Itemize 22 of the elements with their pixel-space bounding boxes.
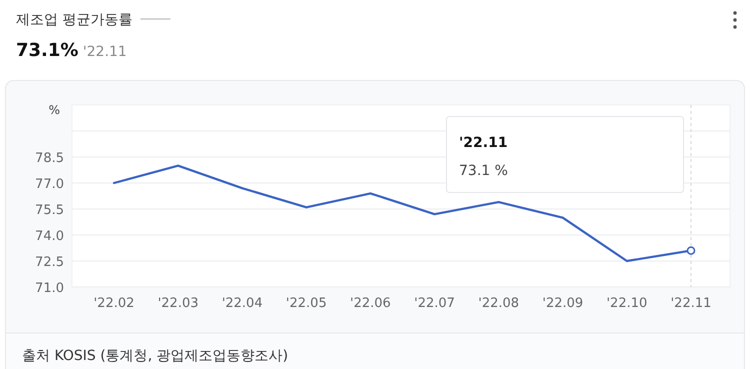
y-tick-label: 77.0	[35, 177, 64, 192]
y-axis-title: %	[48, 103, 60, 117]
x-tick-label: '22.02	[94, 296, 134, 311]
x-tick-label: '22.06	[350, 296, 391, 311]
x-tick-label: '22.10	[606, 296, 648, 311]
x-tick-label: '22.08	[478, 296, 520, 311]
chart-subtitle: 73.1% '22.11	[16, 40, 127, 61]
source-note: 출처 KOSIS (통계청, 광업제조업동향조사)	[22, 348, 288, 364]
annotation: 73.1 %	[459, 163, 508, 179]
annotation: '22.11	[459, 135, 508, 151]
y-tick-label: 71.0	[35, 281, 64, 296]
x-tick-label: '22.09	[542, 296, 584, 311]
x-tick-label: '22.11	[670, 296, 712, 311]
y-tick-label: 75.5	[35, 203, 64, 218]
y-tick-label: 72.5	[35, 255, 64, 270]
x-tick-label: '22.07	[414, 296, 455, 311]
x-tick-label: '22.05	[286, 296, 327, 311]
x-tick-label: '22.03	[158, 296, 199, 311]
y-tick-label: 78.5	[35, 151, 64, 166]
x-tick-label: '22.04	[222, 296, 263, 311]
y-tick-label: 74.0	[35, 229, 64, 244]
chart-title: 제조업 평균가동률	[16, 12, 132, 28]
